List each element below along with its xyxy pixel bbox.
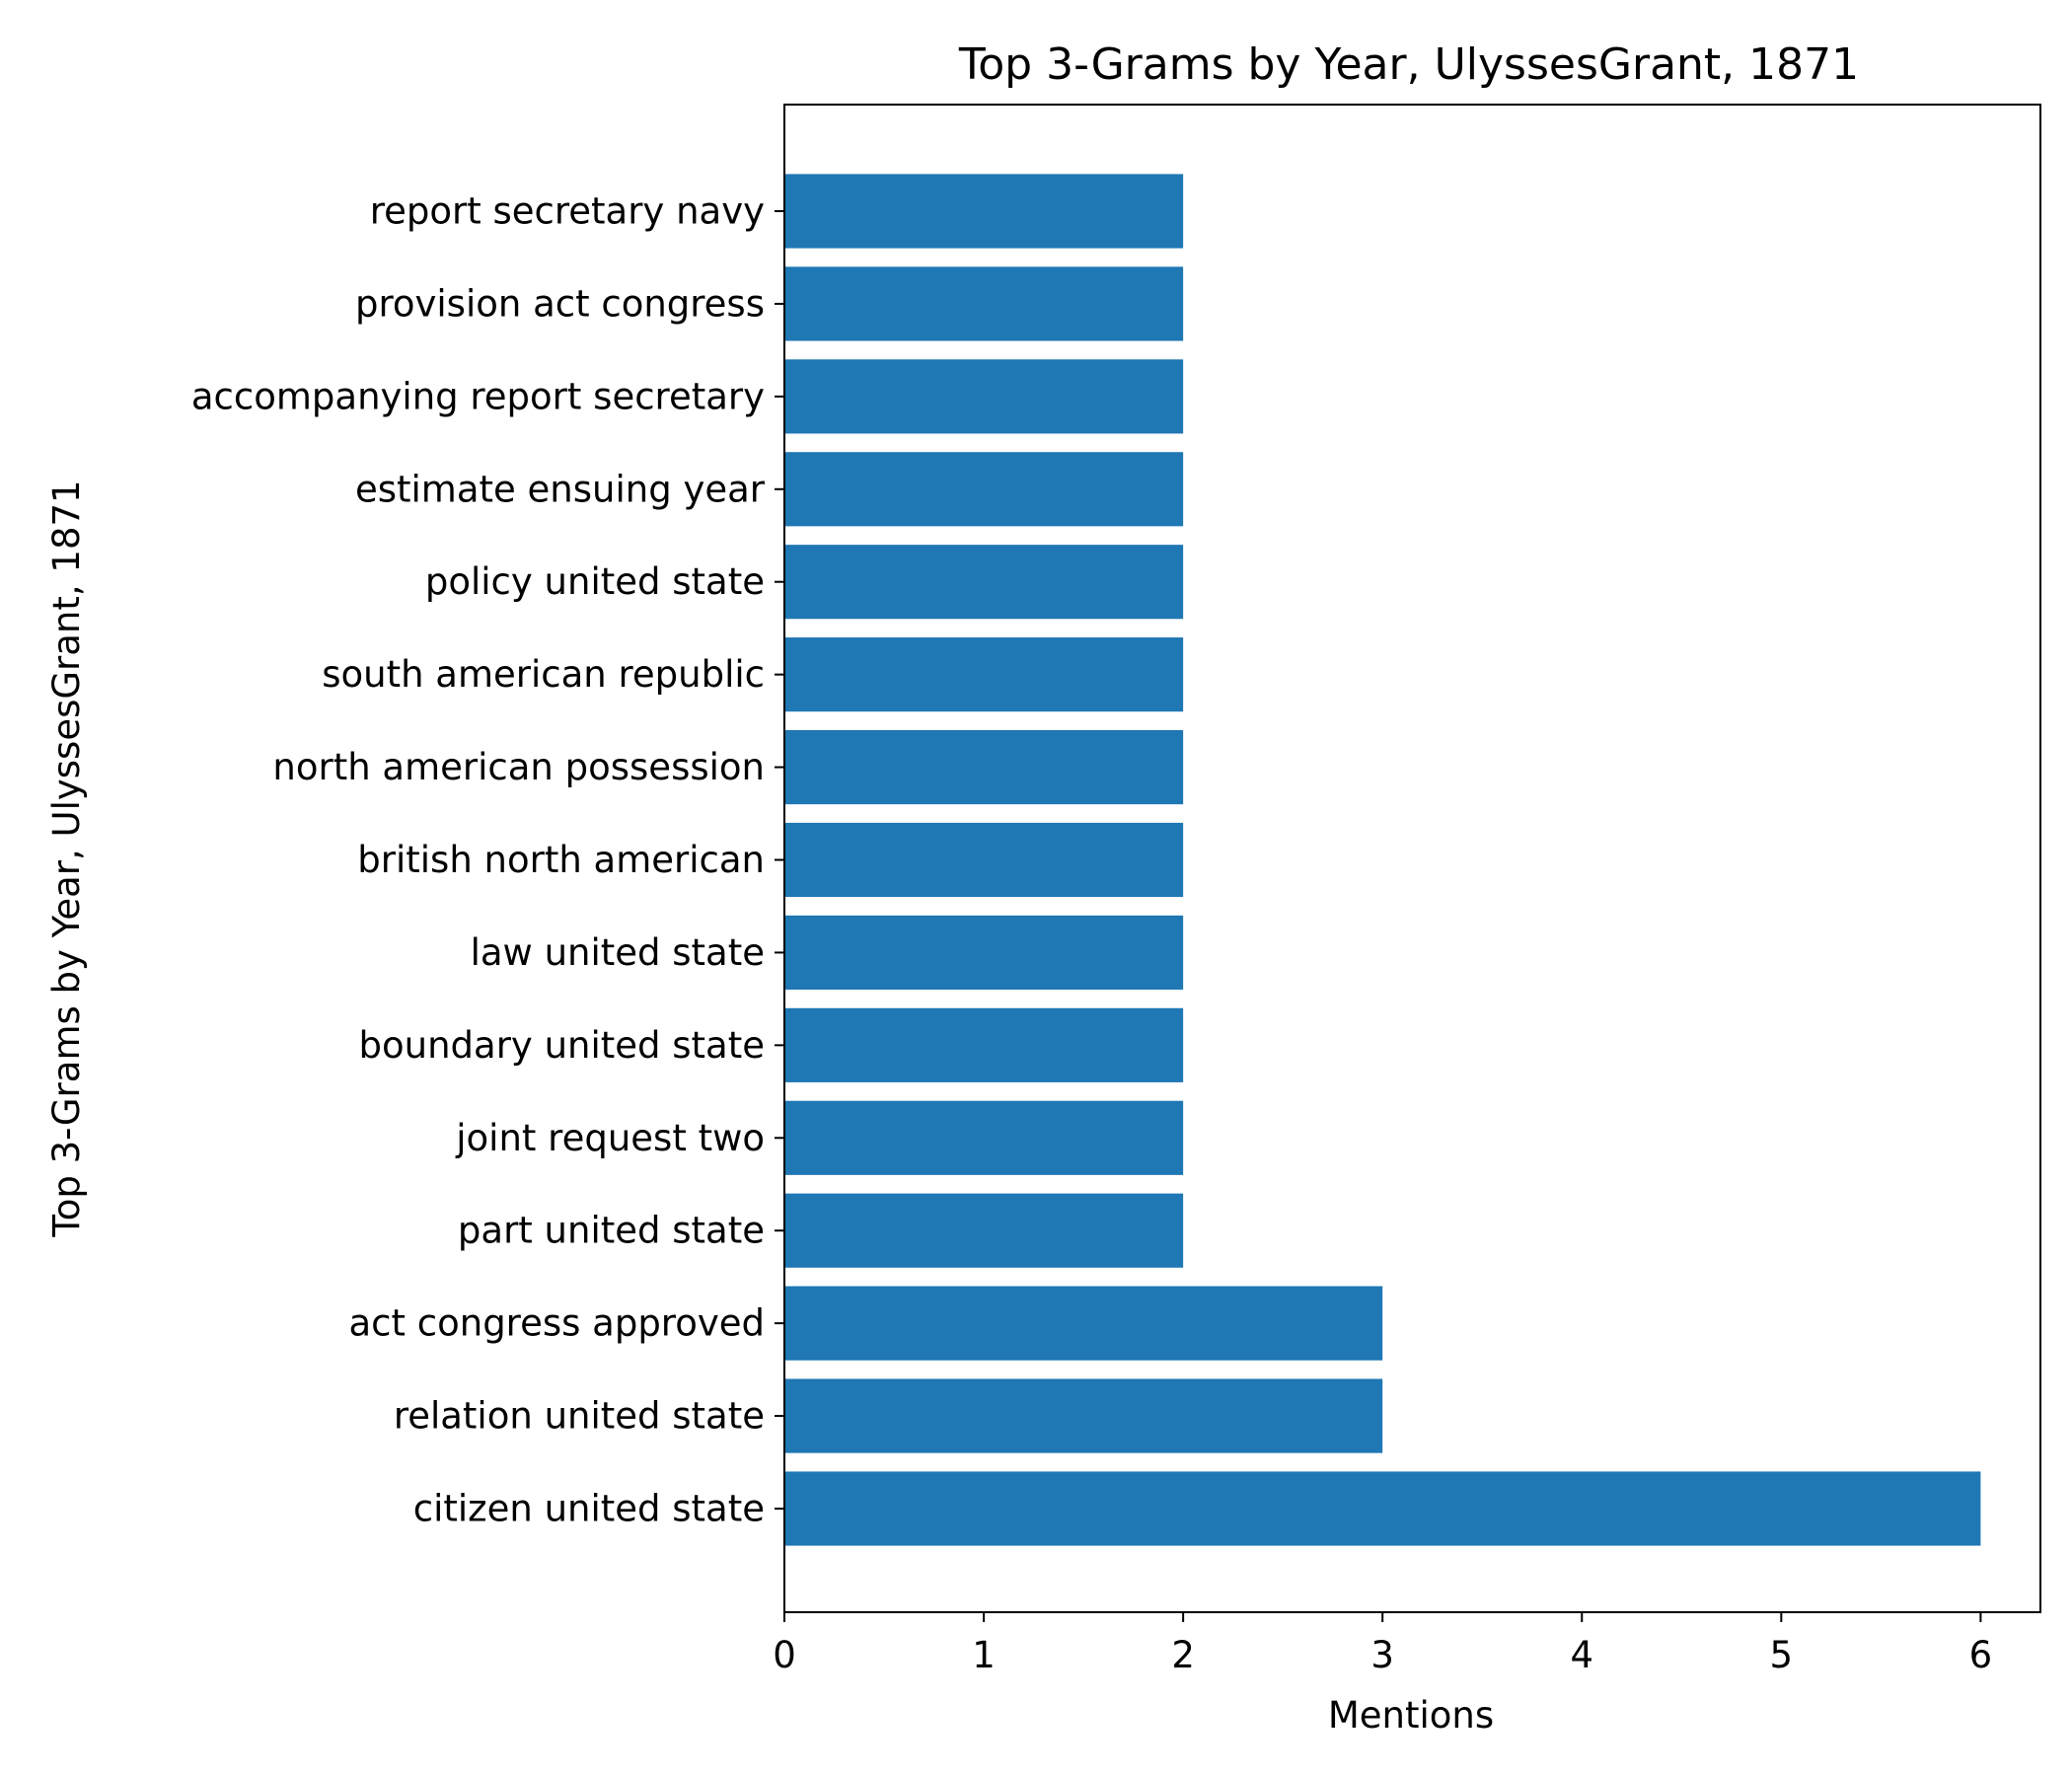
y-tick-label: north american possession <box>272 746 765 788</box>
bar <box>784 1193 1184 1268</box>
x-tick-label: 5 <box>1770 1634 1794 1676</box>
x-tick-label: 2 <box>1171 1634 1195 1676</box>
bar <box>784 1286 1383 1361</box>
x-tick-label: 3 <box>1370 1634 1394 1676</box>
bar <box>784 359 1184 434</box>
y-tick-label: boundary united state <box>359 1024 765 1067</box>
y-tick-label: report secretary navy <box>370 190 765 233</box>
y-tick-label: law united state <box>471 931 765 974</box>
y-tick-label: relation united state <box>394 1395 765 1438</box>
bar <box>784 637 1184 712</box>
bar <box>784 266 1184 341</box>
bar <box>784 1007 1184 1082</box>
x-axis-ticks: 0 1 2 3 4 5 6 <box>773 1612 1992 1676</box>
x-tick-label: 6 <box>1969 1634 1993 1676</box>
bar <box>784 174 1184 249</box>
y-tick-label: act congress approved <box>348 1302 765 1345</box>
y-tick-label: south american republic <box>322 653 765 696</box>
y-tick-label: british north american <box>357 839 765 881</box>
x-tick-label: 4 <box>1570 1634 1593 1676</box>
y-tick-label: joint request two <box>455 1117 765 1159</box>
bar <box>784 730 1184 805</box>
y-tick-label: part united state <box>458 1210 765 1252</box>
x-tick-label: 0 <box>773 1634 796 1676</box>
bar-series <box>784 174 1981 1546</box>
y-tick-label: accompanying report secretary <box>191 375 765 417</box>
bar <box>784 452 1184 527</box>
y-tick-label: citizen united state <box>413 1488 765 1530</box>
y-tick-label: estimate ensuing year <box>355 468 766 510</box>
y-tick-label: policy united state <box>425 560 765 603</box>
y-tick-label: provision act congress <box>355 282 765 325</box>
bar <box>784 545 1184 620</box>
bar <box>784 1100 1184 1175</box>
y-axis-label: Top 3-Grams by Year, UlyssesGrant, 1871 <box>45 480 88 1237</box>
x-tick-label: 1 <box>972 1634 996 1676</box>
x-axis-label: Mentions <box>1328 1694 1494 1737</box>
y-axis-ticks: citizen united state relation united stat… <box>191 190 784 1530</box>
chart-title: Top 3-Grams by Year, UlyssesGrant, 1871 <box>958 39 1859 90</box>
plot-frame <box>783 104 2041 1613</box>
bar <box>784 1378 1383 1453</box>
bar <box>784 915 1184 990</box>
bar <box>784 822 1184 898</box>
bar <box>784 1471 1981 1546</box>
